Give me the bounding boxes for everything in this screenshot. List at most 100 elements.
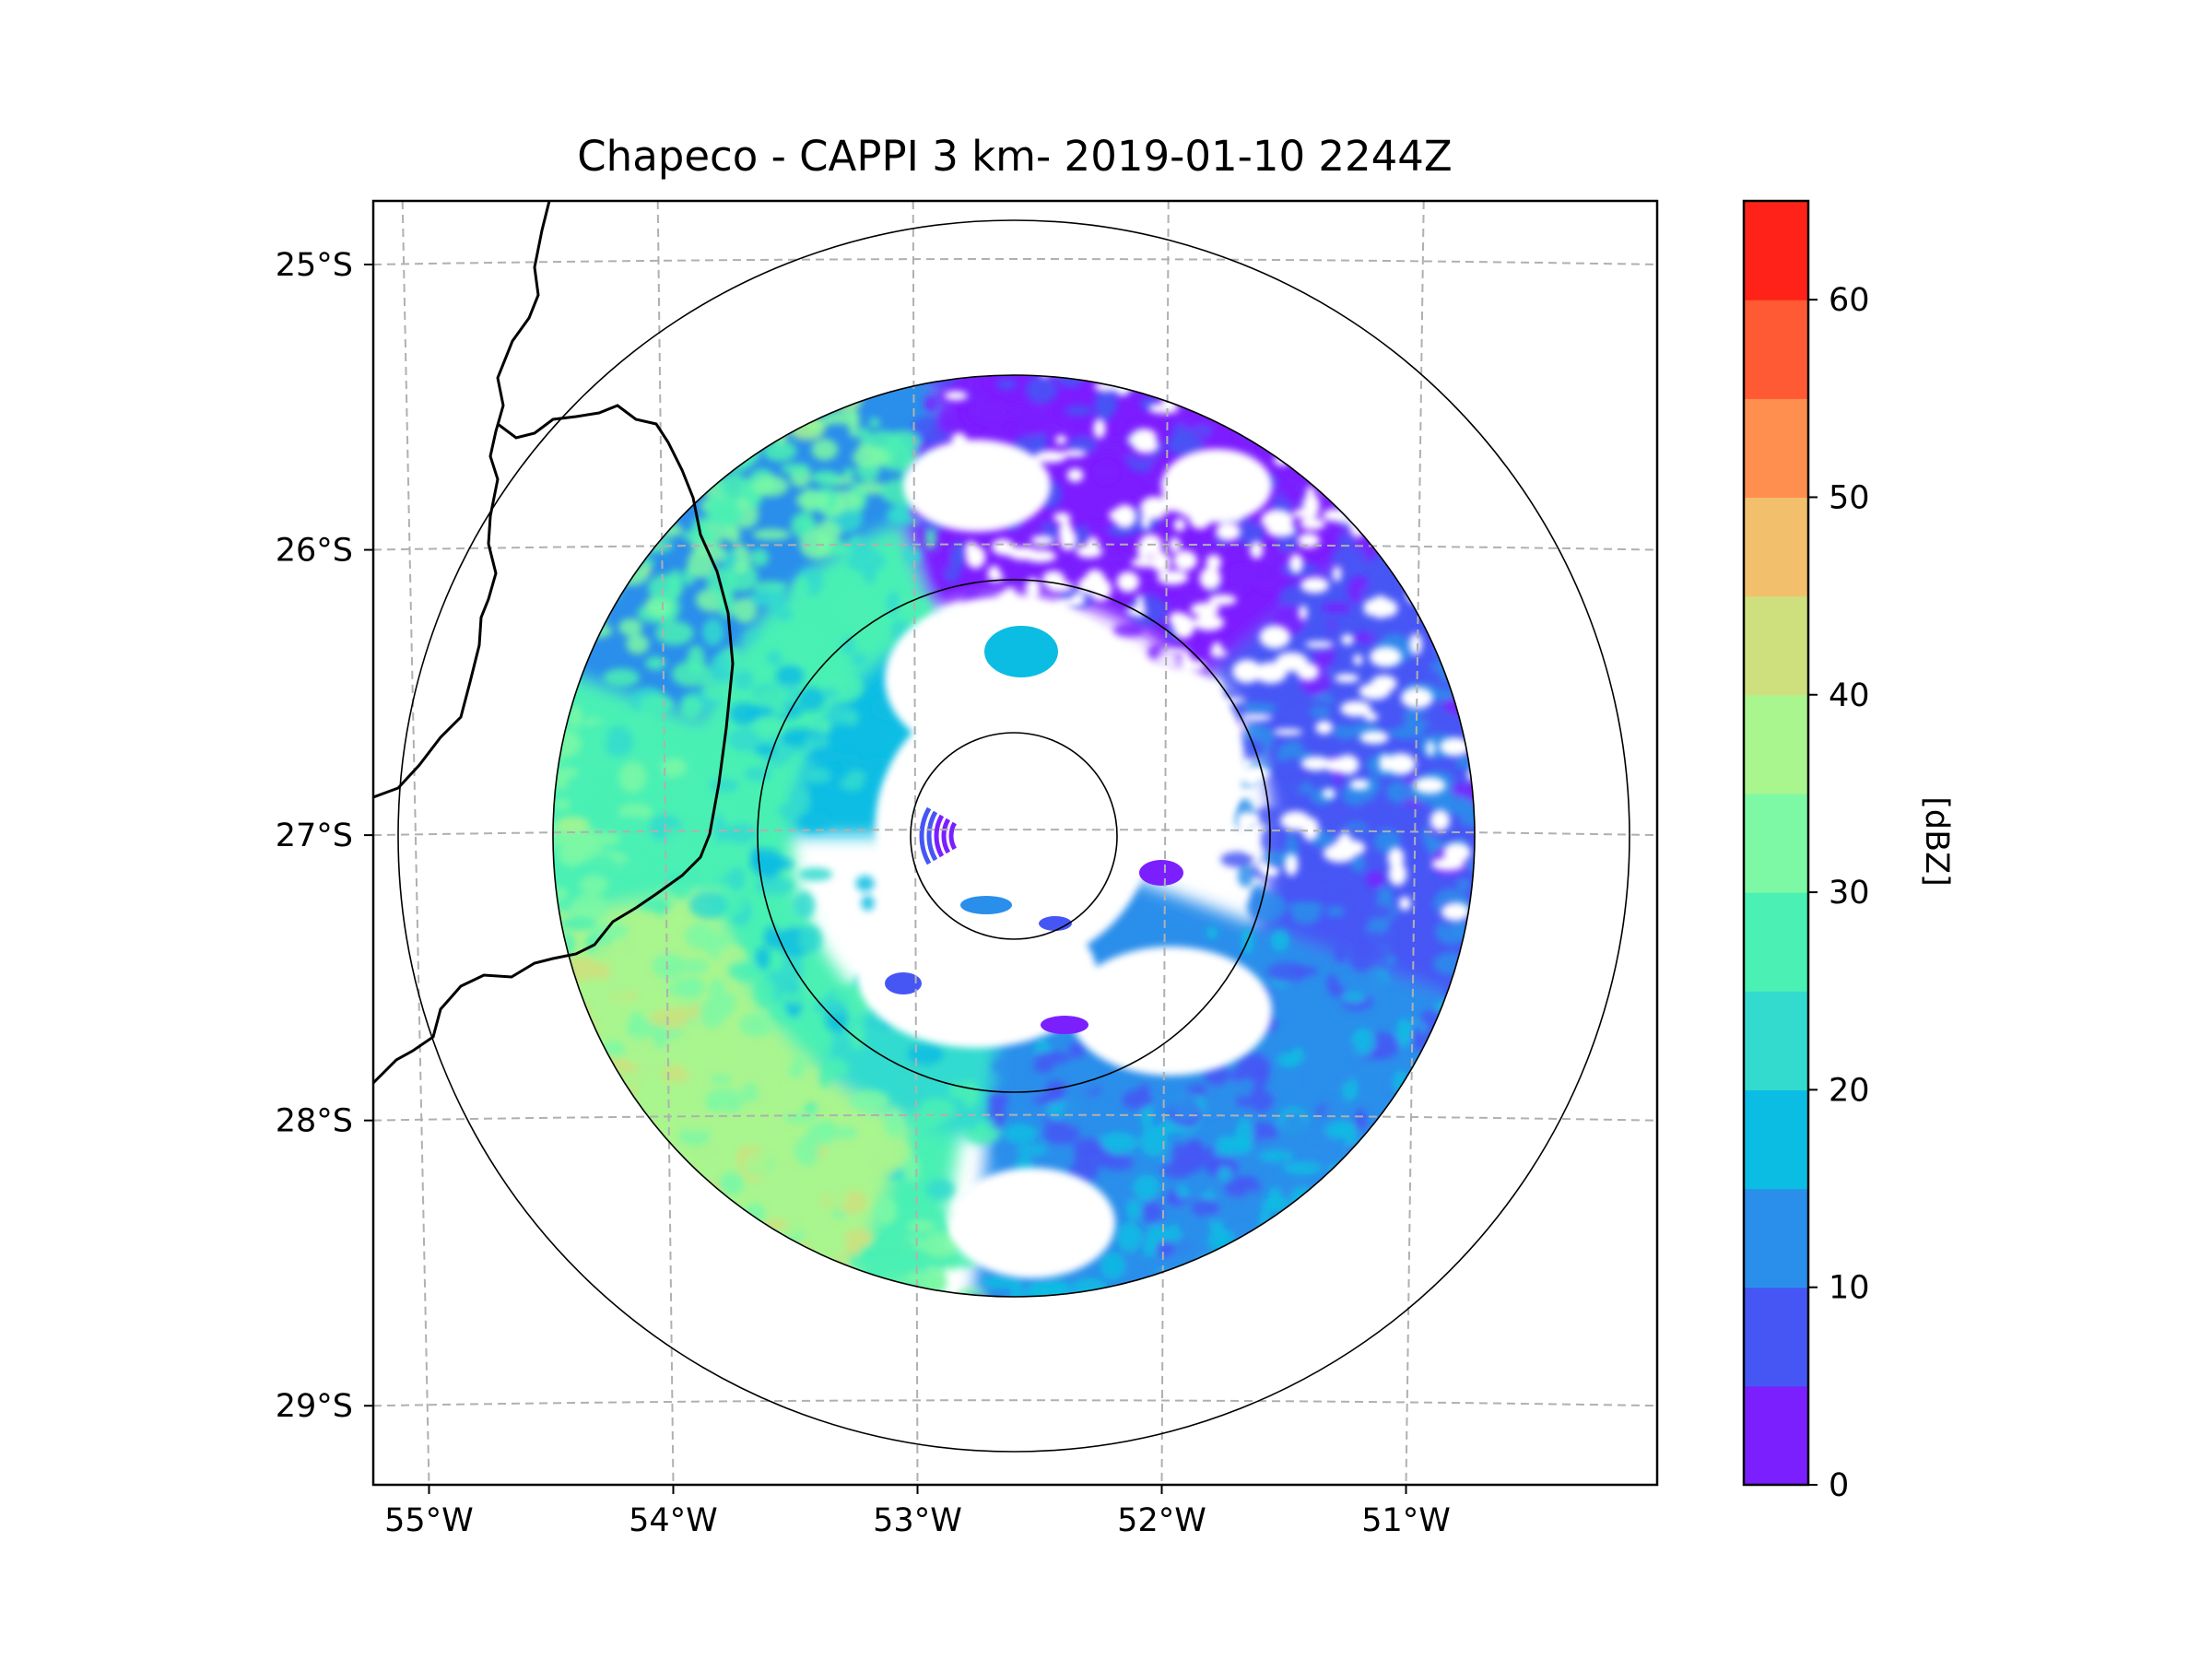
no-echo-area [876,688,1152,965]
meridian-gridline [1405,201,1425,1485]
reflectivity-cell [742,1082,759,1104]
reflectivity-cell [907,1042,945,1065]
near-radar-echo [885,972,922,994]
reflectivity-cell [733,669,754,691]
reflectivity-cell [1207,1229,1235,1253]
no-echo-speck [1410,585,1438,600]
reflectivity-cell [589,831,621,846]
gridlines [373,201,1657,1485]
reflectivity-cell [874,1197,898,1225]
x-tick-label: 54°W [629,1502,718,1539]
reflectivity-cell [553,728,582,759]
colorbar-segment [1744,991,1808,1090]
reflectivity-cell [846,548,886,573]
reflectivity-cell [1104,375,1128,378]
no-echo-speck [1322,483,1341,495]
reflectivity-cell [626,634,650,654]
no-echo-speck [1359,683,1391,700]
reflectivity-cell [1307,767,1336,793]
no-echo-speck [1442,842,1471,863]
no-echo-speck [1093,418,1106,439]
no-echo-speck [1260,865,1280,877]
meridian-gridline [656,201,675,1485]
reflectivity-cell [1432,952,1473,976]
reflectivity-cell [1392,806,1427,836]
no-echo-speck [1301,817,1320,841]
reflectivity-cell [839,592,875,623]
reflectivity-cell [556,672,570,699]
no-echo-speck [1388,863,1407,886]
reflectivity-cell [579,875,608,895]
reflectivity-cell [710,1074,733,1084]
no-echo-speck [1259,625,1291,649]
reflectivity-cell [1268,1186,1282,1213]
no-echo-speck [1284,853,1299,877]
no-echo-speck [1148,403,1180,414]
no-echo-speck [1186,477,1217,489]
reflectivity-cell [553,644,582,656]
no-echo-speck [1250,541,1264,559]
reflectivity-cell [880,1235,916,1264]
reflectivity-cell [752,528,791,541]
reflectivity-cell [1054,558,1077,575]
no-echo-speck [1401,687,1433,709]
reflectivity-cell [1291,1047,1304,1064]
reflectivity-cell [1290,1186,1314,1212]
no-echo-speck [1306,459,1330,473]
no-echo-speck [1322,509,1350,522]
reflectivity-cell [988,1091,1009,1108]
reflectivity-cell [828,541,850,556]
no-echo-speck [1169,537,1181,553]
colorbar-tick-label: 10 [1829,1270,1870,1307]
reflectivity-cell [1112,622,1145,638]
no-echo-speck [1254,662,1288,684]
no-echo-speck [951,432,967,445]
reflectivity-cell [740,1233,759,1243]
reflectivity-cell [1418,710,1457,724]
reflectivity-cell [851,652,867,667]
reflectivity-cell [936,408,957,435]
reflectivity-cell [574,1002,591,1031]
reflectivity-cell [685,867,725,888]
no-echo-speck [944,391,968,401]
reflectivity-cell [649,935,682,952]
reflectivity-cell [699,997,726,1029]
parallel-gridline [373,258,1657,266]
reflectivity-cell [863,567,877,584]
reflectivity-cell [745,414,783,441]
reflectivity-cell [1101,1155,1135,1171]
reflectivity-cell [1288,431,1304,458]
reflectivity-cell [709,978,726,1003]
x-tick-labels: 55°W 54°W 53°W 52°W 51°W [384,1485,1451,1539]
reflectivity-cell [988,1301,1008,1326]
reflectivity-cell [1393,1070,1407,1093]
parallel-gridline [373,1113,1657,1122]
reflectivity-cell [1282,1111,1306,1137]
reflectivity-cell [713,814,726,844]
reflectivity-cell [1038,1302,1062,1316]
reflectivity-cell [680,977,704,996]
reflectivity-cell [868,418,881,428]
no-echo-speck [1189,506,1212,530]
reflectivity-cell [583,977,606,999]
no-echo-speck [1426,740,1435,757]
reflectivity-cell [1418,1057,1456,1081]
no-echo-speck [996,546,1021,557]
reflectivity-cell [1432,624,1458,653]
reflectivity-cell [846,770,866,782]
reflectivity-cell [1240,702,1277,713]
reflectivity-cell [1261,824,1292,856]
reflectivity-cell [818,1063,831,1088]
no-echo-speck [1385,753,1417,775]
colorbar-segment [1744,1089,1808,1190]
reflectivity-cell [996,378,1018,390]
colorbar-segment [1744,1188,1808,1288]
reflectivity-cell [1073,1303,1106,1318]
no-echo-speck [1020,469,1050,479]
reflectivity-cell [855,875,875,892]
reflectivity-cell [963,375,979,390]
reflectivity-cell [1328,984,1347,997]
no-echo-speck [960,514,985,528]
parallel-gridline [373,543,1657,551]
reflectivity-cell [708,1181,722,1209]
